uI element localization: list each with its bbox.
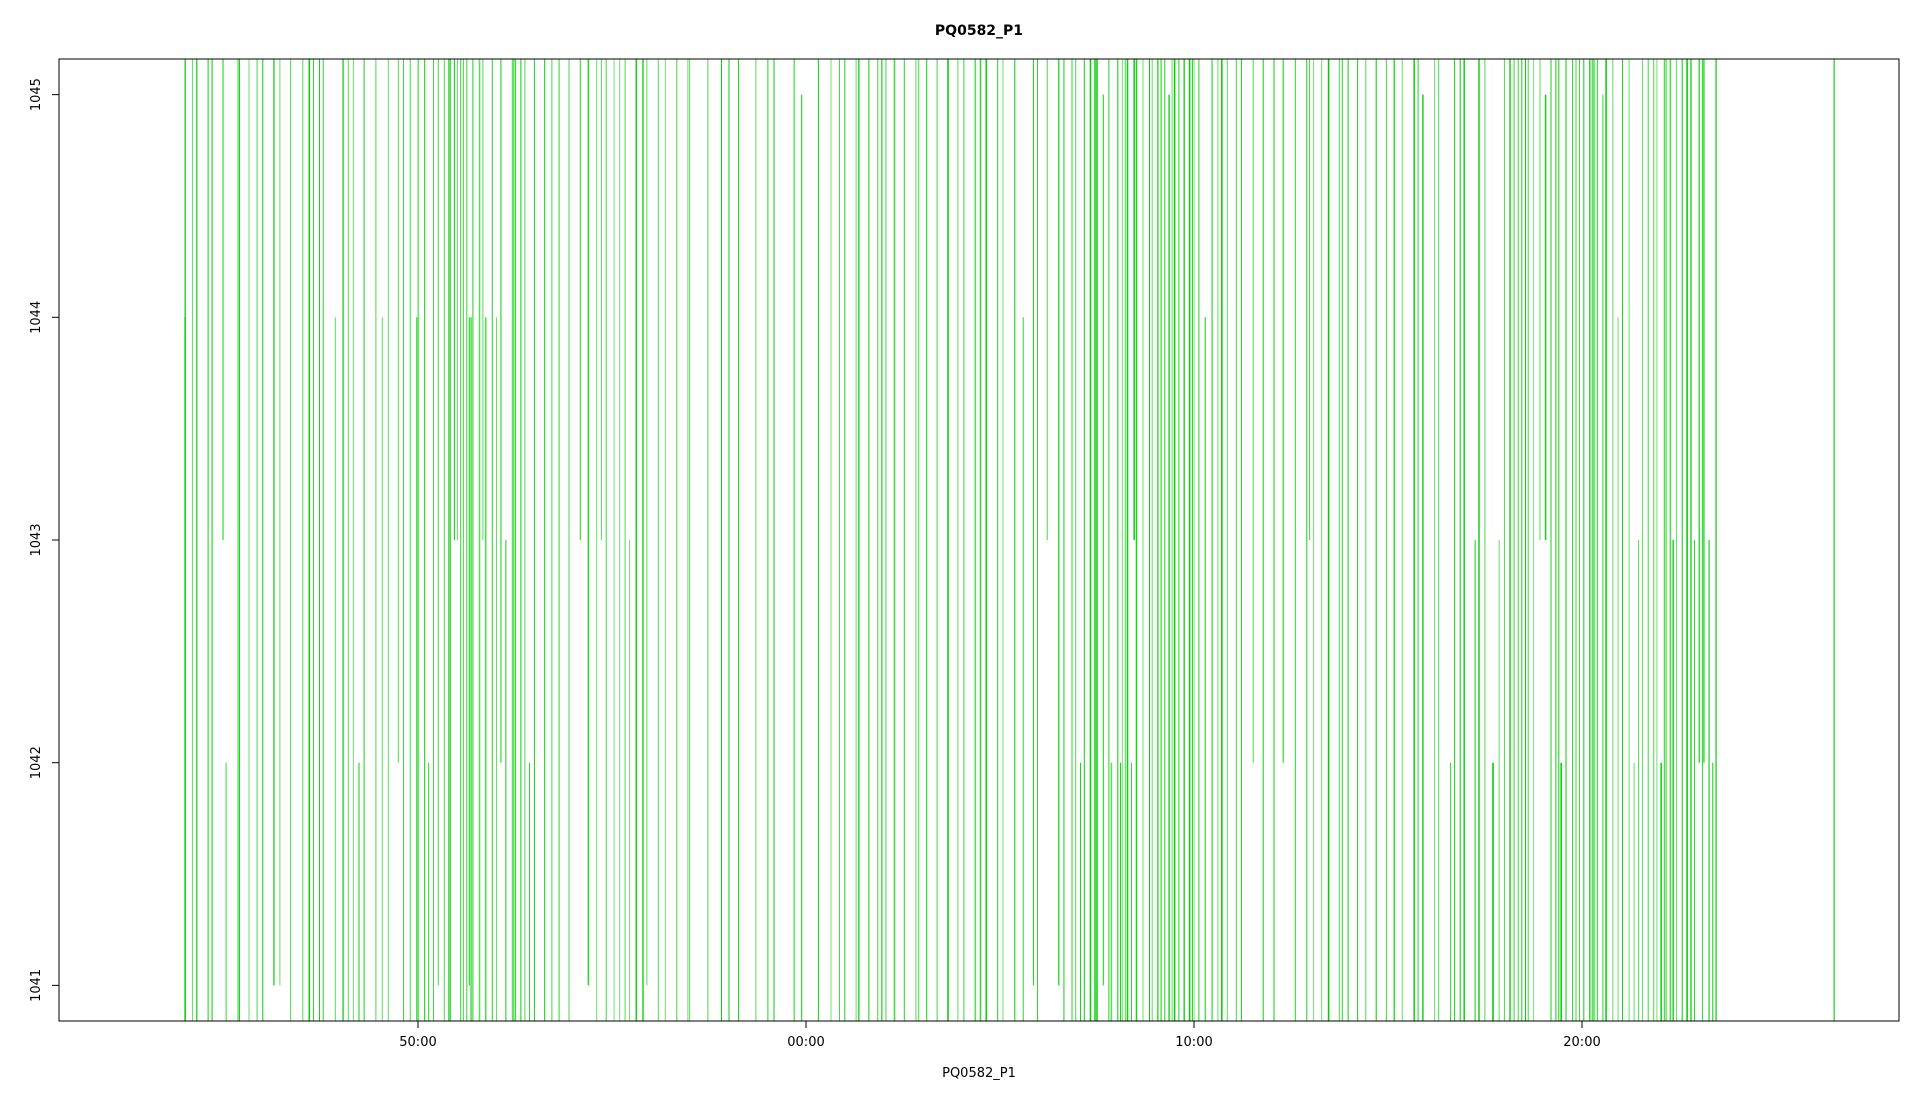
y-tick-label: 1041 [29, 969, 44, 1002]
x-tick-label: 00:00 [787, 1035, 824, 1050]
x-axis: 50:00 00:00 10:00 20:00 [399, 1021, 1601, 1050]
y-tick-label: 1045 [29, 78, 44, 111]
chart-title: PQ0582_P1 [935, 23, 1023, 39]
y-axis: 1041 1042 1043 1044 1045 [29, 78, 59, 1002]
y-tick-label: 1043 [29, 523, 44, 556]
y-tick-label: 1042 [29, 746, 44, 779]
x-tick-label: 10:00 [1175, 1035, 1212, 1050]
x-tick-label: 20:00 [1563, 1035, 1600, 1050]
x-axis-title: PQ0582_P1 [942, 1066, 1016, 1081]
y-tick-label: 1044 [29, 301, 44, 334]
x-tick-label: 50:00 [399, 1035, 436, 1050]
series-spikes [184, 59, 1835, 1021]
